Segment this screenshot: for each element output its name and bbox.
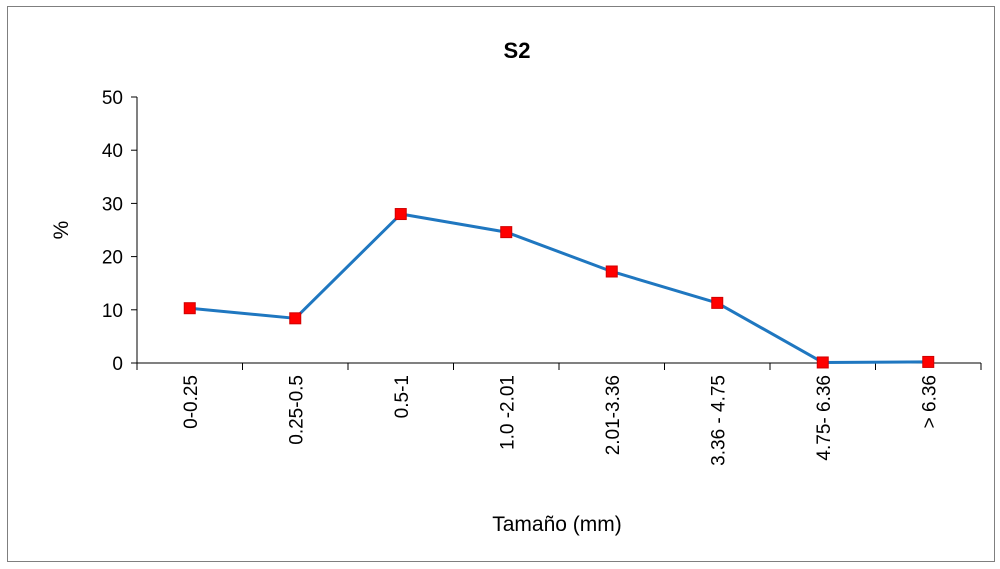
series-line	[189, 212, 929, 364]
x-tick-label: 1.0 -2.01	[497, 375, 518, 450]
data-point	[816, 356, 829, 369]
data-point	[711, 296, 724, 309]
chart-frame	[7, 6, 995, 562]
x-tick-label: 3.36 - 4.75	[708, 375, 729, 466]
y-tick-label: 20	[102, 248, 123, 269]
y-axis: 0 10 20 30 40 50	[102, 88, 138, 375]
y-tick-label: 30	[102, 194, 123, 215]
x-axis-title: Tamaño (mm)	[492, 513, 622, 536]
x-tick-label: 2.01-3.36	[603, 375, 624, 455]
x-tick-label: 0-0.25	[181, 375, 202, 429]
data-point	[289, 312, 302, 325]
data-point	[922, 355, 935, 368]
y-tick-label: 40	[102, 141, 123, 162]
x-tick-label: 0.25-0.5	[286, 375, 307, 445]
chart-title: S2	[504, 38, 531, 63]
data-point	[605, 265, 618, 278]
x-tick-label: 0.5-1	[392, 375, 413, 418]
data-point	[394, 208, 407, 221]
y-tick-label: 50	[102, 88, 123, 109]
data-point	[500, 226, 513, 239]
x-tick-label: 4.75- 6.36	[814, 375, 835, 461]
y-tick-label: 0	[112, 354, 123, 375]
y-axis-title: %	[50, 221, 73, 240]
data-point	[183, 302, 196, 315]
y-tick-label: 10	[102, 301, 123, 322]
x-tick-label: > 6.36	[919, 375, 940, 428]
x-axis: 0-0.25 0.25-0.5 0.5-1 1.0 -2.01 2.01-3.36 3.3…	[136, 362, 982, 466]
series	[183, 208, 935, 369]
